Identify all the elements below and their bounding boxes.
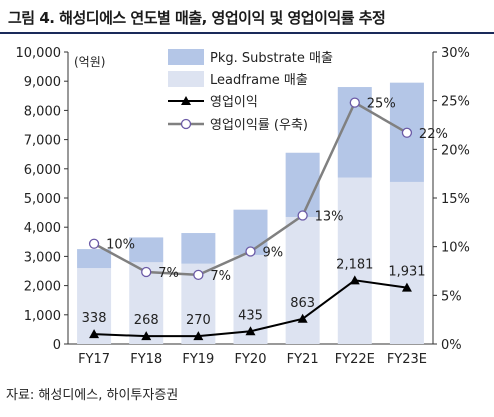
operating-margin-marker — [245, 246, 256, 257]
bar-pkg-substrate — [129, 237, 164, 263]
bar-leadframe — [337, 177, 372, 344]
left-tick-label: 4,000 — [24, 221, 61, 236]
right-tick-label: 0% — [441, 338, 462, 353]
legend-label: 영업이익 — [210, 95, 258, 110]
left-tick-label: 8,000 — [24, 104, 61, 119]
operating-profit-label: 268 — [134, 313, 159, 328]
left-tick-label: 5,000 — [24, 192, 61, 207]
legend-label: Leadframe 매출 — [210, 73, 308, 88]
operating-profit-label: 1,931 — [388, 265, 425, 280]
operating-margin-label: 25% — [367, 97, 396, 112]
operating-margin-label: 22% — [419, 127, 448, 142]
y-unit-label: (억원) — [74, 55, 105, 69]
operating-margin-marker — [88, 238, 100, 249]
operating-profit-marker — [245, 326, 256, 336]
operating-profit-marker — [297, 313, 308, 323]
operating-margin-label: 7% — [210, 269, 231, 284]
operating-profit-label: 863 — [290, 296, 315, 311]
left-tick-label: 6,000 — [24, 163, 61, 178]
bar-leadframe — [285, 216, 320, 344]
chart-title: 그림 4. 해성디에스 연도별 매출, 영업이익 및 영업이익률 추정 — [8, 9, 386, 27]
x-tick-label: FY22E — [335, 352, 375, 367]
x-tick-label: FY18 — [130, 352, 162, 367]
right-tick-label: 20% — [441, 143, 470, 158]
right-tick-label: 30% — [441, 46, 470, 61]
source-note: 자료: 해성디에스, 하이투자증권 — [6, 388, 179, 403]
operating-profit-label: 2,181 — [336, 257, 373, 272]
operating-profit-marker — [141, 331, 152, 341]
legend-circle-icon — [180, 118, 192, 130]
x-tick-label: FY21 — [287, 352, 319, 367]
title-divider — [0, 32, 494, 34]
bar-pkg-substrate — [77, 249, 112, 269]
right-tick-label: 25% — [441, 95, 470, 110]
title-bar: 그림 4. 해성디에스 연도별 매출, 영업이익 및 영업이익률 추정 — [0, 0, 494, 34]
left-tick-label: 2,000 — [24, 280, 61, 295]
operating-profit-marker — [89, 329, 100, 339]
operating-margin-marker — [349, 97, 360, 108]
left-tick-label: 9,000 — [24, 75, 61, 90]
bar-pkg-substrate — [181, 233, 216, 264]
operating-margin-label: 13% — [315, 210, 344, 225]
operating-margin-marker — [297, 210, 308, 221]
left-tick-label: 3,000 — [24, 250, 61, 265]
bar-leadframe — [389, 181, 424, 344]
left-tick-label: 10,000 — [16, 46, 62, 61]
left-tick-label: 7,000 — [24, 134, 61, 149]
operating-margin-label: 9% — [263, 246, 284, 261]
x-tick-label: FY17 — [78, 352, 110, 367]
legend-label: 영업이익률 (우축) — [210, 118, 308, 133]
bar-pkg-substrate — [285, 152, 320, 217]
legend-triangle-icon — [181, 96, 191, 105]
x-tick-label: FY23E — [387, 352, 427, 367]
operating-margin-marker — [193, 269, 204, 281]
x-tick-label: FY20 — [235, 352, 267, 367]
right-tick-label: 5% — [441, 289, 462, 304]
operating-profit-label: 338 — [82, 311, 107, 326]
left-tick-label: 0 — [53, 338, 61, 353]
operating-profit-label: 270 — [186, 313, 211, 328]
legend-swatch-leadframe — [168, 71, 204, 87]
legend-label: Pkg. Substrate 매출 — [210, 51, 333, 66]
operating-margin-label: 10% — [106, 238, 135, 253]
legend-swatch-pkg-substrate — [168, 49, 204, 65]
operating-margin-marker — [141, 266, 152, 278]
left-tick-label: 1,000 — [24, 309, 61, 324]
operating-profit-marker — [401, 282, 412, 292]
operating-profit-marker — [349, 275, 360, 285]
right-tick-label: 15% — [441, 192, 470, 207]
operating-margin-marker — [401, 127, 413, 138]
operating-profit-label: 435 — [238, 308, 263, 323]
x-tick-label: FY19 — [182, 352, 214, 367]
operating-margin-label: 7% — [158, 266, 179, 281]
operating-profit-marker — [193, 331, 204, 341]
right-tick-label: 10% — [441, 241, 470, 256]
